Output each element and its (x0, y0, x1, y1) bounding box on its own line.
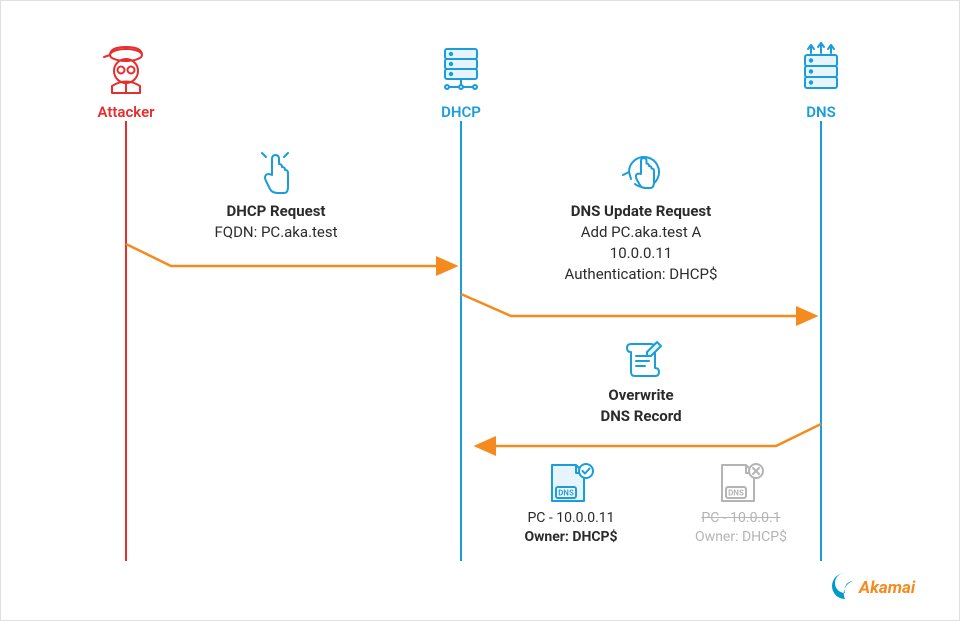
overwrite-title1: Overwrite (556, 385, 726, 406)
dns-server-icon (793, 41, 849, 97)
dns-update-line1: Add PC.aka.test A (531, 222, 751, 243)
arrow-attacker-dhcp (126, 244, 456, 266)
overwrite-block: Overwrite DNS Record (556, 385, 726, 427)
dhcp-server-icon (433, 41, 489, 97)
attacker-icon (98, 41, 154, 97)
dns-update-title: DNS Update Request (531, 201, 751, 222)
dhcp-vline (460, 121, 462, 561)
lifeline-attacker: Attacker (56, 41, 196, 121)
diagram-canvas: Attacker DHCP (0, 0, 960, 621)
svg-text:Akamai: Akamai (858, 578, 916, 598)
click-hand-icon (256, 151, 296, 199)
attacker-label: Attacker (56, 103, 196, 121)
dns-record-old: DNS PC - 10.0.0.1 Owner: DHCP$ (671, 461, 811, 547)
dns-record-old-icon: DNS (716, 461, 766, 505)
akamai-logo: Akamai (831, 572, 941, 606)
dhcp-request-block: DHCP Request FQDN: PC.aka.test (171, 201, 381, 243)
dhcp-label: DHCP (391, 103, 531, 121)
dns-update-line3: Authentication: DHCP$ (531, 264, 751, 285)
dns-record-new: DNS PC - 10.0.0.11 Owner: DHCP$ (501, 461, 641, 547)
dns-record-new-icon: DNS (546, 461, 596, 505)
refresh-hand-icon (621, 149, 667, 199)
dns-label: DNS (751, 103, 891, 121)
dns-update-block: DNS Update Request Add PC.aka.test A 10.… (531, 201, 751, 285)
arrow-dhcp-dns (461, 294, 816, 316)
dns-record-old-line2: Owner: DHCP$ (671, 528, 811, 547)
attacker-vline (125, 121, 127, 561)
svg-text:DNS: DNS (558, 489, 574, 498)
dhcp-request-fqdn: FQDN: PC.aka.test (171, 222, 381, 243)
dhcp-request-title: DHCP Request (171, 201, 381, 222)
dns-record-new-line2: Owner: DHCP$ (501, 528, 641, 547)
lifeline-dns: DNS (751, 41, 891, 121)
overwrite-title2: DNS Record (556, 406, 726, 427)
dns-update-line2: 10.0.0.11 (531, 243, 751, 264)
lifeline-dhcp: DHCP (391, 41, 531, 121)
dns-record-new-line1: PC - 10.0.0.11 (501, 509, 641, 528)
dns-record-old-line1: PC - 10.0.0.1 (671, 509, 811, 528)
edit-scroll-icon (621, 336, 665, 384)
arrow-dns-dhcp (476, 424, 821, 446)
svg-text:DNS: DNS (728, 489, 744, 498)
dns-vline (820, 121, 822, 561)
